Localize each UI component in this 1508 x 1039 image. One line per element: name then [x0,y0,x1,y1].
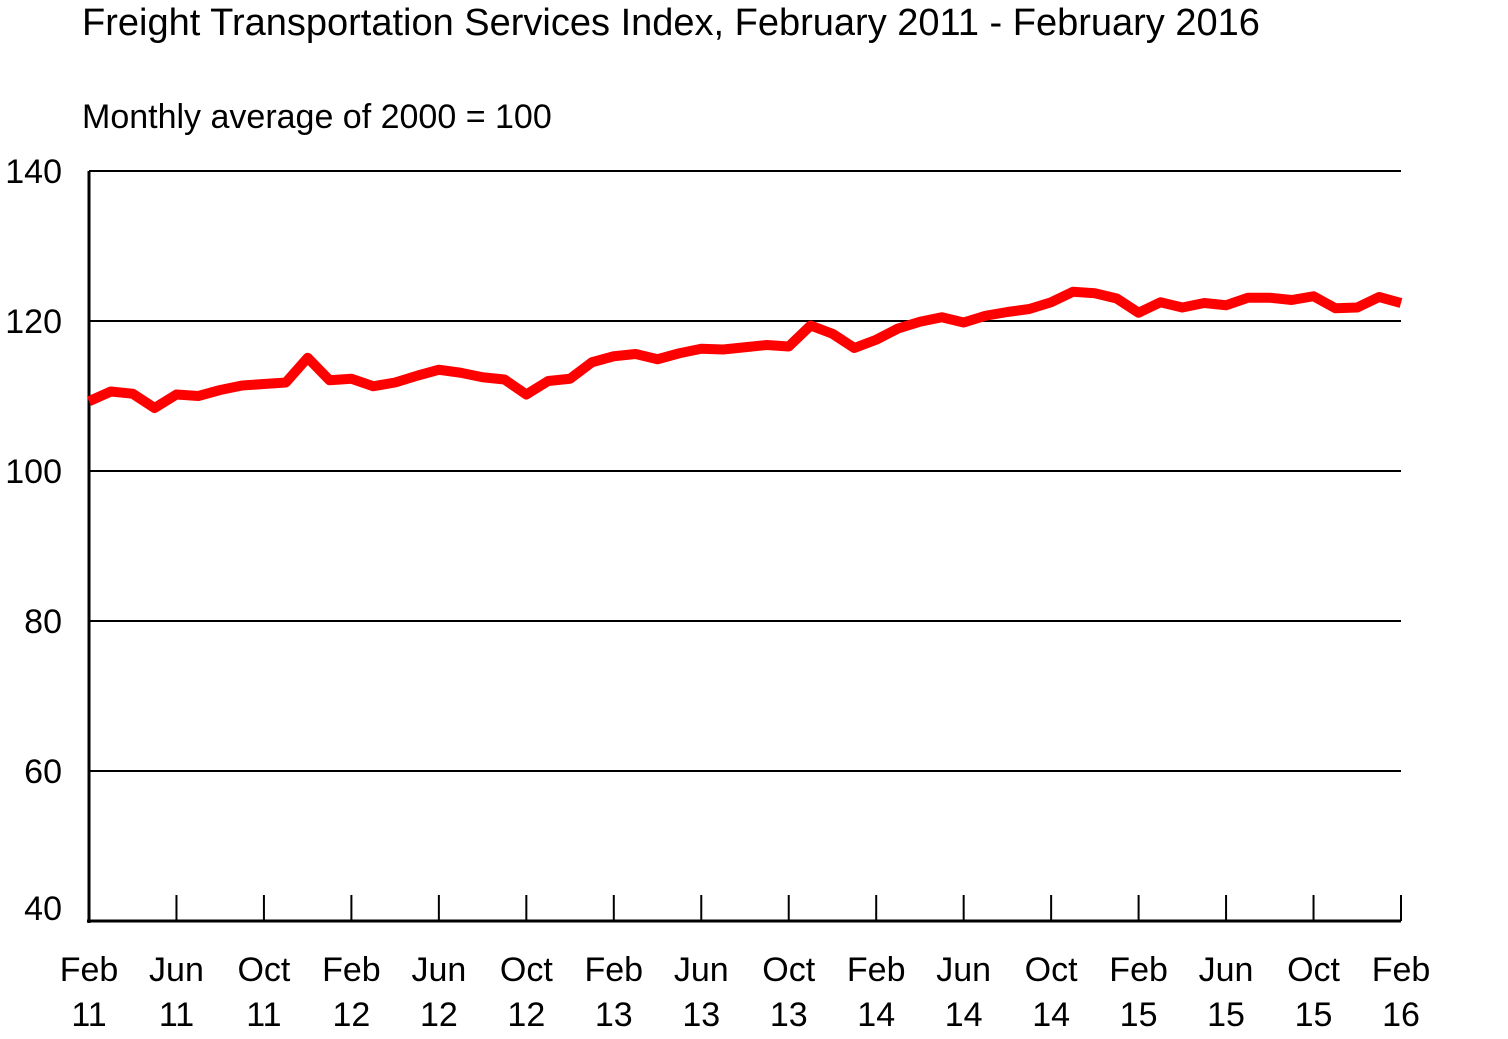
x-tick-label-month: Feb [322,951,381,989]
y-tick-label: 80 [24,603,62,641]
gridlines [89,170,1401,772]
x-tick-label-month: Oct [237,951,290,989]
x-tick-label-month: Oct [1287,951,1340,989]
y-axis-labels: 40 60 80 100 120 140 [5,153,62,928]
x-tick-label-year: 14 [857,996,895,1034]
x-tick-label-month: Feb [585,951,644,989]
y-tick-label: 120 [5,303,62,341]
y-tick-label: 140 [5,153,62,191]
x-tick-label-month: Feb [60,951,119,989]
x-tick-label-year: 15 [1207,996,1245,1034]
x-tick-label-year: 13 [682,996,720,1034]
x-tick-label-year: 11 [246,996,281,1034]
x-tick-label-month: Feb [1109,951,1168,989]
x-tick-label-year: 16 [1382,996,1420,1034]
x-tick-label-year: 14 [1032,996,1070,1034]
chart-title: Freight Transportation Services Index, F… [82,2,1260,44]
x-tick-label-year: 11 [159,996,194,1034]
x-tick-label-month: Jun [411,951,466,989]
x-tick-label-year: 13 [770,996,808,1034]
x-tick-label-month: Jun [1199,951,1254,989]
chart-subtitle: Monthly average of 2000 = 100 [82,98,552,136]
x-tick-label-year: 12 [507,996,545,1034]
x-tick-label-month: Oct [762,951,815,989]
x-axis-labels: Feb 11 Jun 11 Oct 11 Feb 12 Jun 12 Oct 12 Feb 13 Jun 13… [60,951,1431,1034]
y-tick-label: 40 [24,890,62,928]
x-tick-label-year: 15 [1295,996,1333,1034]
x-tick-label-year: 15 [1120,996,1158,1034]
x-tick-label-year: 13 [595,996,633,1034]
x-tick-label-month: Oct [500,951,553,989]
x-tick-label-year: 11 [71,996,106,1034]
x-tick-label-year: 14 [945,996,983,1034]
x-tick-label-month: Oct [1025,951,1078,989]
x-tick-label-month: Jun [674,951,729,989]
x-tick-label-month: Feb [1372,951,1431,989]
x-tick-label-year: 12 [332,996,370,1034]
y-tick-label: 60 [24,753,62,791]
x-tick-label-year: 12 [420,996,458,1034]
x-axis-ticks [175,895,1402,921]
series-line-freight-index [86,286,1403,413]
x-tick-label-month: Jun [936,951,991,989]
y-tick-label: 100 [5,453,62,491]
x-tick-label-month: Jun [149,951,204,989]
x-tick-label-month: Feb [847,951,906,989]
